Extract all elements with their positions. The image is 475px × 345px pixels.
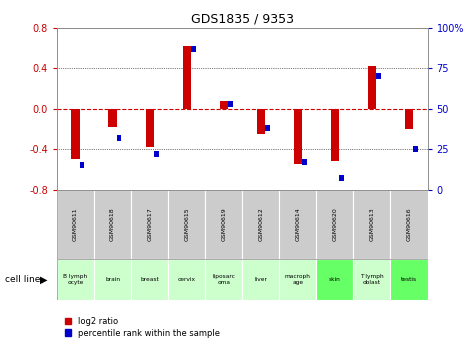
Text: liver: liver <box>254 277 267 282</box>
Text: B lymph
ocyte: B lymph ocyte <box>64 274 87 285</box>
Text: cervix: cervix <box>178 277 196 282</box>
Bar <box>168 259 205 300</box>
Bar <box>57 259 94 300</box>
Bar <box>228 101 233 107</box>
Bar <box>242 259 279 300</box>
Text: GSM90618: GSM90618 <box>110 207 115 241</box>
Text: skin: skin <box>329 277 341 282</box>
Bar <box>256 109 265 134</box>
Bar <box>316 190 353 259</box>
Text: GSM90613: GSM90613 <box>370 207 374 241</box>
Bar <box>71 109 80 159</box>
Text: T lymph
oblast: T lymph oblast <box>360 274 384 285</box>
Bar <box>390 259 428 300</box>
Legend: log2 ratio, percentile rank within the sample: log2 ratio, percentile rank within the s… <box>61 314 223 341</box>
Bar <box>94 259 131 300</box>
Bar <box>242 190 279 259</box>
Bar <box>405 109 413 129</box>
Bar <box>191 46 196 52</box>
Text: GSM90620: GSM90620 <box>332 207 337 241</box>
Bar <box>353 259 390 300</box>
Bar <box>168 190 205 259</box>
Bar <box>368 66 376 109</box>
Bar <box>294 109 302 165</box>
Bar <box>117 135 122 141</box>
Bar <box>331 109 339 161</box>
Text: cell line: cell line <box>5 275 40 284</box>
Text: GSM90615: GSM90615 <box>184 207 189 241</box>
Text: testis: testis <box>401 277 417 282</box>
Bar <box>131 259 168 300</box>
Text: GSM90612: GSM90612 <box>258 207 263 241</box>
Bar <box>390 190 428 259</box>
Bar <box>108 109 117 127</box>
Text: brain: brain <box>105 277 120 282</box>
Bar <box>145 109 154 147</box>
Bar <box>205 259 242 300</box>
Bar <box>279 190 316 259</box>
Bar <box>316 259 353 300</box>
Text: GSM90619: GSM90619 <box>221 207 226 241</box>
Title: GDS1835 / 9353: GDS1835 / 9353 <box>191 12 294 25</box>
Text: GSM90614: GSM90614 <box>295 207 300 241</box>
Bar <box>279 259 316 300</box>
Bar <box>302 159 307 165</box>
Bar <box>353 190 390 259</box>
Bar <box>80 162 85 168</box>
Bar <box>131 190 168 259</box>
Bar <box>205 190 242 259</box>
Bar <box>339 175 344 181</box>
Text: GSM90611: GSM90611 <box>73 207 78 241</box>
Bar <box>94 190 131 259</box>
Text: liposarc
oma: liposarc oma <box>212 274 235 285</box>
Bar <box>182 46 191 109</box>
Bar <box>413 146 418 152</box>
Bar <box>265 125 270 131</box>
Bar <box>219 101 228 109</box>
Bar <box>154 151 159 157</box>
Text: macroph
age: macroph age <box>285 274 311 285</box>
Text: GSM90617: GSM90617 <box>147 207 152 241</box>
Bar <box>57 190 94 259</box>
Text: breast: breast <box>140 277 159 282</box>
Bar <box>376 73 381 79</box>
Text: GSM90616: GSM90616 <box>407 207 411 241</box>
Text: ▶: ▶ <box>40 275 48 284</box>
